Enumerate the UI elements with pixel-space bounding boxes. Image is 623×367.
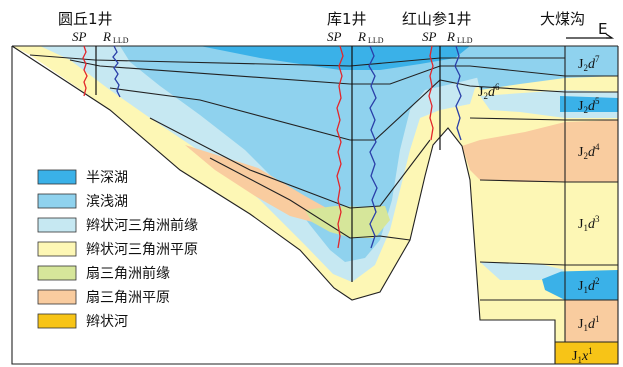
- well-lines: [95, 46, 441, 282]
- r-label-w2: R: [357, 29, 366, 44]
- svg-text:J1d2: J1d2: [578, 276, 599, 295]
- rlld-curve-w2: [368, 45, 378, 249]
- legend-label: 半深湖: [86, 170, 128, 186]
- svg-text:J2d7: J2d7: [578, 54, 600, 73]
- r-label-w3: R: [446, 29, 455, 44]
- well-name-4: 大煤沟: [540, 10, 585, 28]
- r-label-w1: R: [102, 29, 111, 44]
- legend-label: 辫状河三角洲平原: [86, 242, 198, 258]
- well-name-3: 红山参1井: [402, 10, 472, 28]
- braided-river-fill: [555, 342, 618, 364]
- sp-label-w1: SP: [72, 29, 87, 44]
- stratum-d4: J2d4: [578, 142, 600, 161]
- svg-text:J1x1: J1x1: [572, 346, 593, 365]
- legend-label: 扇三角洲前缘: [86, 265, 170, 282]
- rlld-curve-w1: [112, 45, 121, 98]
- svg-text:J2d5: J2d5: [578, 96, 600, 115]
- fan-delta-plain-right-2: [565, 300, 618, 342]
- right-lake-band-3: [560, 96, 618, 112]
- stratum-d3: J1d3: [578, 214, 600, 233]
- right-lake-band-1: [470, 46, 618, 90]
- fan-delta-plain-left: [185, 145, 352, 224]
- direction-label: E: [598, 20, 607, 38]
- r-sub-w1: LLD: [113, 36, 129, 45]
- legend-label: 滨浅湖: [86, 194, 128, 210]
- log-curves: [82, 45, 462, 249]
- well-name-2: 库1井: [327, 10, 367, 28]
- horizon-lines: [11, 45, 619, 365]
- svg-text:J1d3: J1d3: [578, 214, 600, 233]
- legend-swatch: [37, 241, 77, 257]
- legend-label: 辫状河: [86, 314, 128, 330]
- direction-arrow-icon: [566, 33, 615, 39]
- right-lake-band-5: [480, 262, 565, 280]
- sp-label-w2: SP: [327, 29, 342, 44]
- stratum-d5: J2d5: [578, 96, 600, 115]
- legend-label: 扇三角洲平原: [86, 290, 170, 306]
- sp-curve-w2: [336, 45, 344, 249]
- legend-swatch: [37, 217, 77, 233]
- legend-swatch: [37, 313, 77, 329]
- sp-label-w3: SP: [422, 29, 437, 44]
- stratum-d6: J2d6: [478, 82, 500, 101]
- legend-label: 辫状河三角洲前缘: [86, 217, 198, 234]
- well-name-1: 圆丘1井: [58, 10, 113, 28]
- right-lake-band-4: [540, 270, 618, 300]
- semi-deep-lake-fill: [200, 46, 470, 70]
- rlld-curve-w3: [454, 45, 462, 141]
- stratum-x1: J1x1: [572, 346, 593, 365]
- legend-swatch: [37, 169, 77, 185]
- legend-swatch: [37, 289, 77, 305]
- legend-swatch: [37, 265, 77, 281]
- svg-text:J2d4: J2d4: [578, 142, 600, 161]
- r-sub-w2: LLD: [368, 36, 384, 45]
- svg-text:J2d6: J2d6: [478, 82, 500, 101]
- stratum-d7: J2d7: [578, 54, 600, 73]
- fan-delta-plain-right: [462, 120, 618, 182]
- r-sub-w3: LLD: [457, 36, 473, 45]
- legend-swatch: [37, 193, 77, 209]
- svg-text:J1d1: J1d1: [578, 314, 599, 333]
- sp-curve-w1: [82, 45, 88, 97]
- shallow-lake-fill: [120, 46, 535, 262]
- sp-curve-w3: [428, 45, 434, 141]
- stratum-d2: J1d2: [578, 276, 599, 295]
- fan-delta-front: [305, 206, 390, 238]
- stratum-d1: J1d1: [578, 314, 599, 333]
